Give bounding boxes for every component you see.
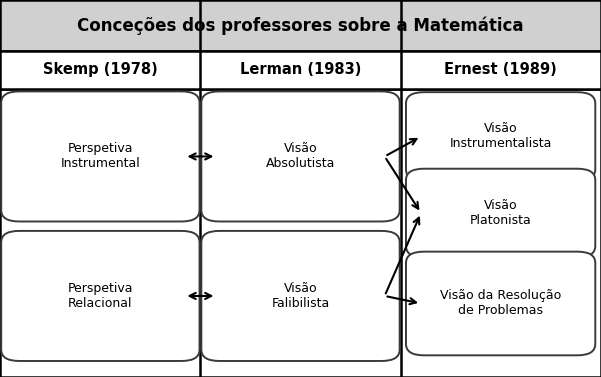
Text: Visão
Falibilista: Visão Falibilista [272,282,329,310]
FancyBboxPatch shape [1,231,200,361]
FancyBboxPatch shape [1,92,200,222]
Text: Visão da Resolução
de Problemas: Visão da Resolução de Problemas [440,290,561,317]
FancyBboxPatch shape [0,51,601,89]
FancyBboxPatch shape [406,252,595,355]
Text: Lerman (1983): Lerman (1983) [240,62,361,77]
FancyBboxPatch shape [406,169,595,257]
FancyBboxPatch shape [201,231,400,361]
FancyBboxPatch shape [406,92,595,181]
Text: Conceções dos professores sobre a Matemática: Conceções dos professores sobre a Matemá… [78,16,523,35]
FancyBboxPatch shape [201,92,400,222]
Text: Skemp (1978): Skemp (1978) [43,62,157,77]
Text: Perspetiva
Relacional: Perspetiva Relacional [68,282,133,310]
Text: Perspetiva
Instrumental: Perspetiva Instrumental [61,143,140,170]
Text: Ernest (1989): Ernest (1989) [444,62,557,77]
Text: Visão
Instrumentalista: Visão Instrumentalista [450,123,552,150]
FancyBboxPatch shape [0,89,601,377]
Text: Visão
Absolutista: Visão Absolutista [266,143,335,170]
Text: Visão
Platonista: Visão Platonista [470,199,531,227]
FancyBboxPatch shape [0,0,601,51]
